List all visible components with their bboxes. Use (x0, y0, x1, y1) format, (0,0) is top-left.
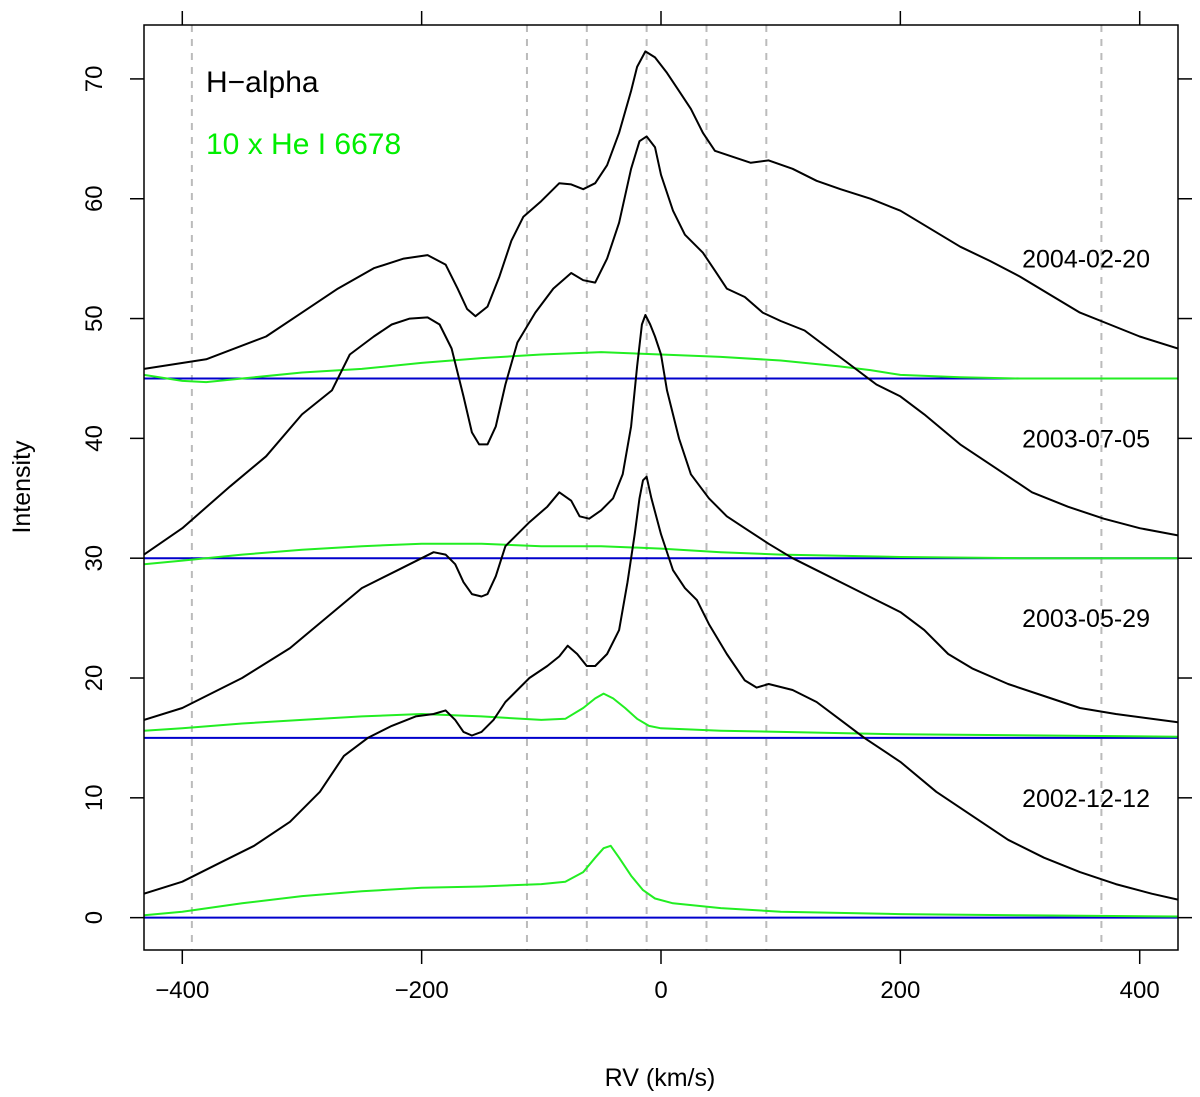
legend-label-halpha: H−alpha (206, 66, 319, 99)
y-tick-label-2: 20 (81, 665, 108, 692)
epoch-label-2003-07-05: 2003-07-05 (1022, 425, 1150, 453)
epoch-labels: 2004-02-20 2003-07-05 2003-05-29 2002-12-12 (1022, 246, 1150, 813)
halpha-line-2003-05-29 (144, 314, 1178, 724)
y-axis-title: Intensity (8, 440, 36, 534)
halpha-line-2004-02-20 (144, 50, 1178, 370)
halpha-line-2003-07-05 (144, 135, 1178, 556)
reference-lines (190, 25, 1103, 950)
x-tick-label-3: 200 (880, 977, 920, 1004)
x-tick-label-0: −400 (155, 977, 209, 1004)
hei-line-2002-12-12 (144, 844, 1178, 918)
y-tick-label-4: 40 (81, 425, 108, 452)
y-tick-label-6: 60 (81, 185, 108, 212)
hei-line-2003-07-05 (144, 542, 1178, 566)
y-tick-label-1: 10 (81, 784, 108, 811)
y-tick-label-3: 30 (81, 545, 108, 572)
y-tick-label-7: 70 (81, 66, 108, 93)
epoch-label-2003-05-29: 2003-05-29 (1022, 605, 1150, 633)
baselines (144, 377, 1178, 919)
epoch-label-2004-02-20: 2004-02-20 (1022, 246, 1150, 274)
axes: −400 −200 0 200 400 0 10 20 30 40 50 60 70 (81, 11, 1192, 1004)
epoch-label-2002-12-12: 2002-12-12 (1022, 785, 1150, 813)
x-tick-label-1: −200 (395, 977, 449, 1004)
y-tick-label-0: 0 (81, 911, 108, 924)
hei-line-2004-02-20 (144, 351, 1178, 384)
x-axis-title: RV (km/s) (605, 1064, 716, 1092)
x-tick-label-2: 0 (654, 977, 667, 1004)
hei-line-2003-05-29 (144, 692, 1178, 738)
x-tick-label-4: 400 (1120, 977, 1160, 1004)
series (144, 50, 1178, 918)
legend-label-hei: 10 x He I 6678 (206, 128, 401, 161)
halpha-line-2002-12-12 (144, 475, 1178, 901)
y-tick-label-5: 50 (81, 305, 108, 332)
legend: H−alpha 10 x He I 6678 (206, 66, 401, 161)
